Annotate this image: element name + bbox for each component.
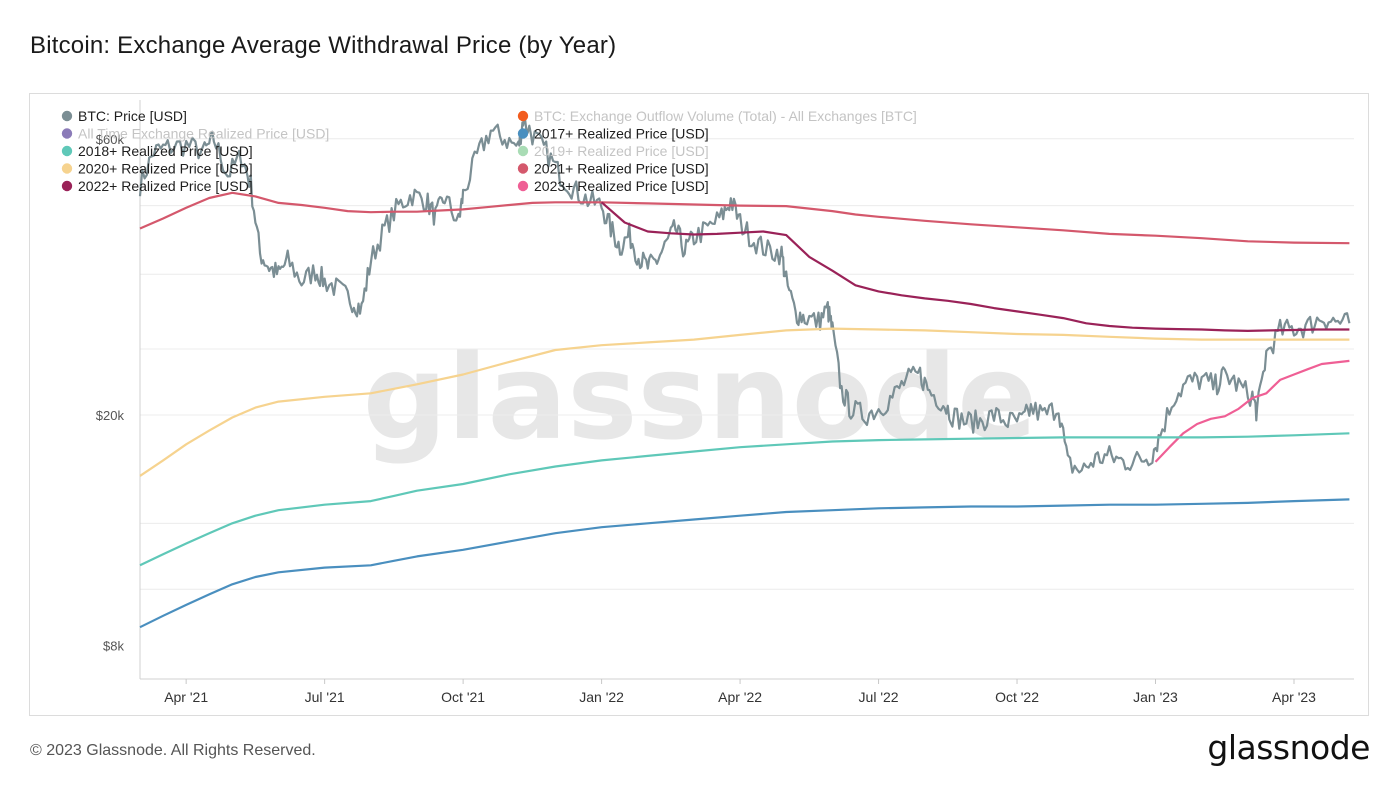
series-line-2 — [600, 201, 1350, 332]
legend-marker — [61, 163, 73, 174]
legend-marker — [61, 145, 73, 157]
x-tick-label: Apr '22 — [718, 689, 762, 705]
legend-marker — [517, 110, 529, 122]
y-tick-label: $60k — [96, 132, 125, 147]
x-tick-label: Jul '21 — [305, 689, 345, 705]
legend-marker — [61, 110, 73, 122]
y-tick-label: $8k — [103, 638, 124, 653]
x-axis: Apr '21 Jul '21 Oct '21 Jan '22 Apr '22 Jul '… — [140, 678, 1354, 705]
x-tick-label: Oct '21 — [441, 689, 485, 705]
series-line-5 — [139, 432, 1350, 567]
series-line-6 — [139, 498, 1350, 629]
legend-marker — [61, 180, 73, 192]
legend-marker — [517, 145, 529, 157]
legend-marker — [517, 180, 529, 192]
brand-logo: glassnode — [1207, 728, 1370, 767]
legend-item[interactable]: BTC: Exchange Outflow Volume (Total) - A… — [534, 108, 917, 124]
series-line-3 — [139, 327, 1350, 477]
legend-item[interactable]: 2019+ Realized Price [USD] — [534, 143, 709, 159]
chart-frame — [29, 93, 1369, 716]
legend-item[interactable]: 2023+ Realized Price [USD] — [534, 178, 709, 194]
legend-item[interactable]: 2017+ Realized Price [USD] — [534, 126, 709, 142]
copyright-text: © 2023 Glassnode. All Rights Reserved. — [30, 742, 316, 759]
page-title: Bitcoin: Exchange Average Withdrawal Pri… — [30, 32, 617, 59]
legend: BTC: Price [USD] BTC: Exchange Outflow Vo… — [61, 108, 917, 194]
x-tick-label: Jul '22 — [859, 689, 899, 705]
legend-item[interactable]: BTC: Price [USD] — [78, 108, 187, 124]
series-line-4 — [1154, 359, 1350, 463]
y-axis: $8k $20k $60k — [96, 100, 141, 679]
legend-item[interactable]: 2021+ Realized Price [USD] — [534, 161, 709, 177]
legend-item[interactable]: 2020+ Realized Price [USD] — [78, 161, 253, 177]
series-line-1 — [139, 191, 1350, 245]
x-tick-label: Jan '23 — [1133, 689, 1178, 705]
series-line-0 — [138, 115, 1351, 474]
legend-marker — [517, 163, 529, 174]
x-tick-label: Jan '22 — [579, 689, 624, 705]
x-tick-label: Apr '21 — [164, 689, 208, 705]
x-tick-label: Apr '23 — [1272, 689, 1316, 705]
legend-marker — [61, 128, 73, 139]
watermark: glassnode — [363, 328, 1038, 466]
legend-item[interactable]: All Time Exchange Realized Price [USD] — [78, 126, 329, 142]
y-tick-label: $20k — [96, 408, 125, 423]
legend-item[interactable]: 2022+ Realized Price [USD] — [78, 178, 253, 194]
legend-item[interactable]: 2018+ Realized Price [USD] — [78, 143, 253, 159]
x-tick-label: Oct '22 — [995, 689, 1039, 705]
series-group — [138, 115, 1351, 629]
legend-marker — [517, 128, 529, 139]
